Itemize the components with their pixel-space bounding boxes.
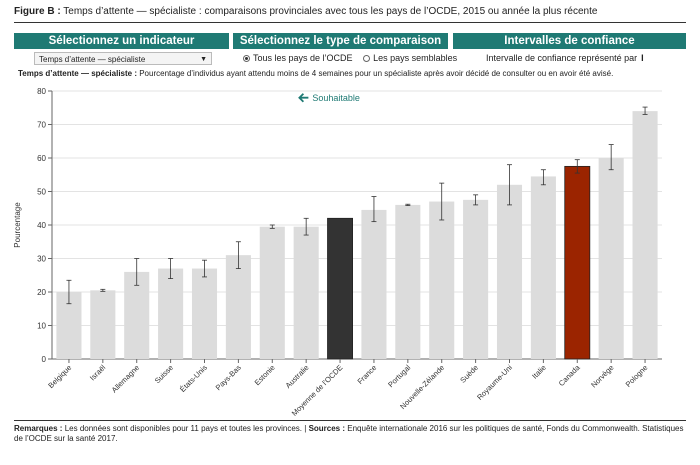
- subtitle-text: Pourcentage d’individus ayant attendu mo…: [137, 69, 614, 78]
- x-tick-label: Suède: [458, 363, 480, 385]
- radio-selected-icon: [243, 55, 250, 62]
- bar: [496, 184, 523, 359]
- remarks-label: Remarques :: [14, 424, 63, 433]
- x-tick-label: Italie: [530, 363, 548, 381]
- x-tick-label: France: [355, 363, 378, 386]
- radio-all-label: Tous les pays de l’OCDE: [253, 53, 353, 63]
- bar: [90, 290, 116, 359]
- y-axis-label: Pourcentage: [13, 202, 22, 248]
- figure-title: Figure B : Temps d’attente — spécialiste…: [14, 5, 686, 23]
- chevron-down-icon: ▼: [200, 56, 207, 63]
- bar-chart: 0 10 20 30 40 50 60 70 80 Pourcentage Belgique Isra…: [13, 87, 662, 418]
- x-tick-label: Canada: [557, 362, 583, 388]
- ci-note-text: Intervalle de confiance représenté par: [486, 53, 638, 63]
- x-tick-label: Belgique: [46, 363, 73, 390]
- y-tick-label: 10: [37, 322, 46, 331]
- y-tick-label: 20: [37, 288, 46, 297]
- indicator-select-value: Temps d’attente — spécialiste: [39, 55, 146, 64]
- radio-similar-label: Les pays semblables: [373, 53, 458, 63]
- y-tick-label: 70: [37, 121, 46, 130]
- indicator-select[interactable]: Temps d’attente — spécialiste ▼: [34, 52, 212, 65]
- subtitle-bold: Temps d’attente — spécialiste :: [18, 69, 137, 78]
- y-tick-label: 50: [37, 188, 46, 197]
- annotation-souhaitable: Souhaitable: [312, 93, 360, 103]
- x-tick-label: Portugal: [386, 363, 412, 389]
- x-tick-label: Norvège: [589, 363, 615, 389]
- arrow-left-icon: [298, 93, 309, 103]
- bar: [632, 111, 658, 359]
- bar: [124, 271, 150, 359]
- x-tick-label: Pays-Bas: [214, 363, 243, 392]
- bar: [530, 176, 556, 359]
- footer: Remarques : Les données sont disponibles…: [14, 420, 686, 444]
- figure-title-text: Temps d’attente — spécialiste : comparai…: [63, 6, 598, 17]
- ci-header: Intervalles de confiance: [453, 33, 686, 49]
- bar: [463, 199, 489, 359]
- y-tick-label: 60: [37, 154, 46, 163]
- x-tick-label: Royaume-Uni: [475, 363, 514, 402]
- y-tick-label: 30: [37, 255, 46, 264]
- y-tick-label: 40: [37, 221, 46, 230]
- radio-unselected-icon: [363, 55, 371, 62]
- bar: [429, 201, 455, 359]
- sources-text: Enquête internationale 2016 sur les poli…: [14, 424, 684, 443]
- bar: [327, 217, 353, 360]
- chart-subtitle: Temps d’attente — spécialiste : Pourcent…: [18, 68, 686, 79]
- bar: [293, 226, 319, 359]
- bar: [598, 158, 624, 359]
- bar: [564, 165, 591, 360]
- y-tick-label: 80: [37, 87, 46, 96]
- figure-label: Figure B :: [14, 6, 61, 17]
- bar: [225, 255, 251, 359]
- x-tick-label: Allemagne: [110, 363, 141, 394]
- x-tick-label: Pologne: [624, 363, 650, 389]
- y-tick-label: 0: [42, 355, 47, 364]
- ci-note: Intervalle de confiance représenté par I: [486, 52, 644, 65]
- bar: [361, 209, 387, 359]
- comparison-header: Sélectionnez le type de comparaison: [233, 33, 448, 49]
- bar: [259, 226, 285, 359]
- x-tick-label: Suisse: [153, 363, 175, 385]
- indicator-header: Sélectionnez un indicateur: [14, 33, 229, 49]
- x-tick-label: Israël: [88, 363, 108, 383]
- x-tick-label: États-Unis: [178, 363, 209, 394]
- ci-glyph: I: [641, 53, 644, 63]
- comparison-radio-group: Tous les pays de l’OCDE Les pays semblab…: [243, 52, 457, 65]
- bar: [395, 204, 421, 359]
- bar: [158, 268, 184, 359]
- sources-label: Sources :: [308, 424, 346, 433]
- x-tick-label: Estonie: [253, 363, 277, 387]
- radio-similar-countries[interactable]: Les pays semblables: [363, 53, 457, 63]
- x-tick-label: Australie: [284, 363, 311, 390]
- bar: [191, 268, 218, 359]
- remarks-text: Les données sont disponibles pour 11 pay…: [62, 424, 309, 433]
- radio-all-oecd[interactable]: Tous les pays de l’OCDE: [243, 53, 353, 63]
